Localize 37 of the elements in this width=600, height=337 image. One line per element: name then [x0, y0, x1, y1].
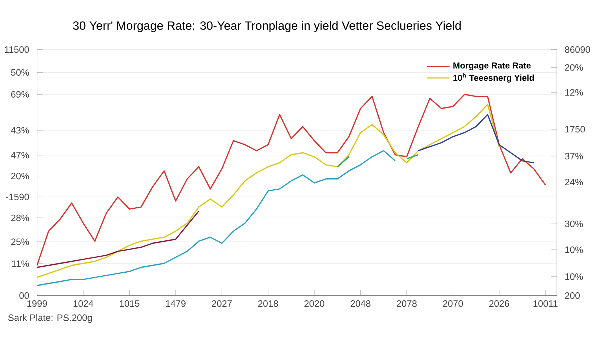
- text: 12%: [566, 90, 584, 96]
- text: 20%: [565, 64, 584, 72]
- x-tick-label: 2048: [350, 300, 371, 308]
- text: 00: [20, 292, 30, 300]
- text: 24%: [565, 179, 584, 186]
- x-tick-label: 2078: [397, 300, 417, 308]
- chart-title: 30 Yerr' Morgage Rate: 30-Year Tronplage in yield Vetter Seclueries Yield: [73, 21, 461, 33]
- x-tick-label: 2026: [490, 300, 510, 308]
- text: 50%: [11, 70, 30, 76]
- text: 47%: [11, 152, 30, 159]
- text: 20%: [11, 173, 30, 180]
- legend-label: 10$^{h}$ Teeesnerg Yield: [454, 74, 534, 84]
- text: 86090: [565, 46, 590, 54]
- x-tick-label: 1999: [28, 300, 48, 308]
- text: -1590: [6, 194, 30, 201]
- legend-label: Morgage Rate Rate: [454, 62, 531, 71]
- text: 25%: [11, 238, 30, 246]
- text: 200: [565, 292, 580, 300]
- text: Sark Plate: PS.200g: [8, 314, 92, 324]
- text: 10%: [566, 274, 584, 280]
- x-tick-label: 10011: [534, 300, 558, 308]
- text: 30%: [565, 220, 584, 228]
- x-tick-label: 2020: [304, 300, 325, 308]
- x-tick-label: 2070: [443, 300, 464, 308]
- text: 37%: [565, 153, 584, 160]
- text: 11500: [5, 46, 30, 54]
- text: 11%: [12, 260, 30, 268]
- x-tick-label: 1015: [120, 300, 140, 308]
- x-tick-label: 2027: [212, 300, 232, 308]
- x-tick-label: 1024: [74, 300, 94, 308]
- text: 69%: [11, 92, 30, 98]
- text: 28%: [11, 215, 30, 222]
- text: 1750: [566, 126, 586, 133]
- x-tick-label: 2018: [258, 300, 278, 308]
- x-tick-label: 1479: [166, 300, 186, 308]
- text: 43%: [11, 127, 30, 134]
- text: 10%: [566, 246, 584, 254]
